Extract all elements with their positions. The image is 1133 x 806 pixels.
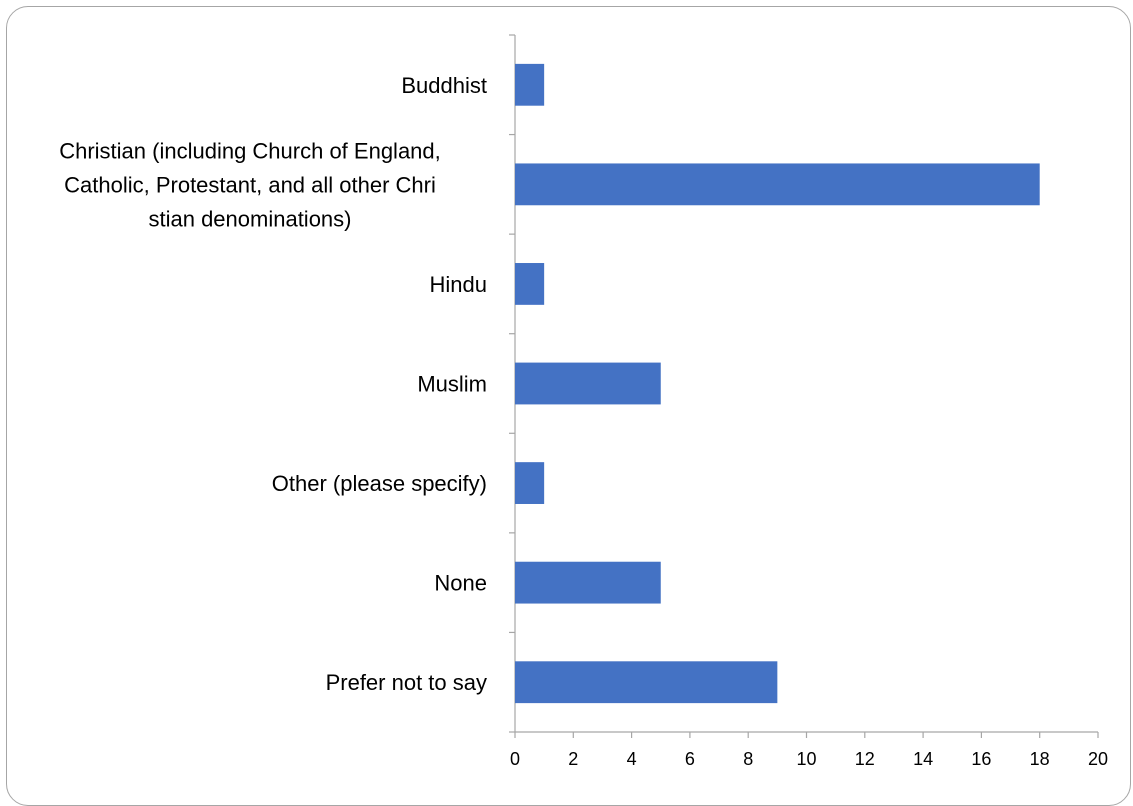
category-labels: Buddhist Christian (including Church of E… bbox=[59, 73, 487, 695]
category-label: Prefer not to say bbox=[326, 670, 487, 695]
x-tick-label: 12 bbox=[855, 749, 875, 769]
category-label: Hindu bbox=[430, 272, 487, 297]
bar bbox=[515, 263, 545, 305]
category-label: None bbox=[434, 571, 487, 596]
x-tick-label: 6 bbox=[685, 749, 695, 769]
x-tick-label: 14 bbox=[913, 749, 933, 769]
bar bbox=[515, 362, 661, 405]
bar bbox=[515, 462, 545, 504]
x-tick-label: 16 bbox=[971, 749, 991, 769]
bar bbox=[515, 163, 1040, 206]
x-tick-label: 4 bbox=[627, 749, 637, 769]
category-label: Buddhist bbox=[401, 73, 487, 98]
bar bbox=[515, 561, 661, 604]
x-tick-label: 8 bbox=[743, 749, 753, 769]
x-tick-label: 20 bbox=[1088, 749, 1108, 769]
x-tick-label: 10 bbox=[796, 749, 816, 769]
category-label: Christian (including Church of England, C… bbox=[59, 138, 441, 231]
category-label: Muslim bbox=[417, 372, 487, 397]
x-tick-label: 0 bbox=[510, 749, 520, 769]
x-tick-label: 18 bbox=[1030, 749, 1050, 769]
x-tick-labels: 0 2 4 6 8 10 12 14 16 18 20 bbox=[510, 749, 1108, 769]
bar bbox=[515, 63, 545, 106]
category-label: Other (please specify) bbox=[272, 471, 487, 496]
chart-bars bbox=[515, 63, 1040, 704]
x-tick-label: 2 bbox=[568, 749, 578, 769]
bar bbox=[515, 661, 778, 704]
